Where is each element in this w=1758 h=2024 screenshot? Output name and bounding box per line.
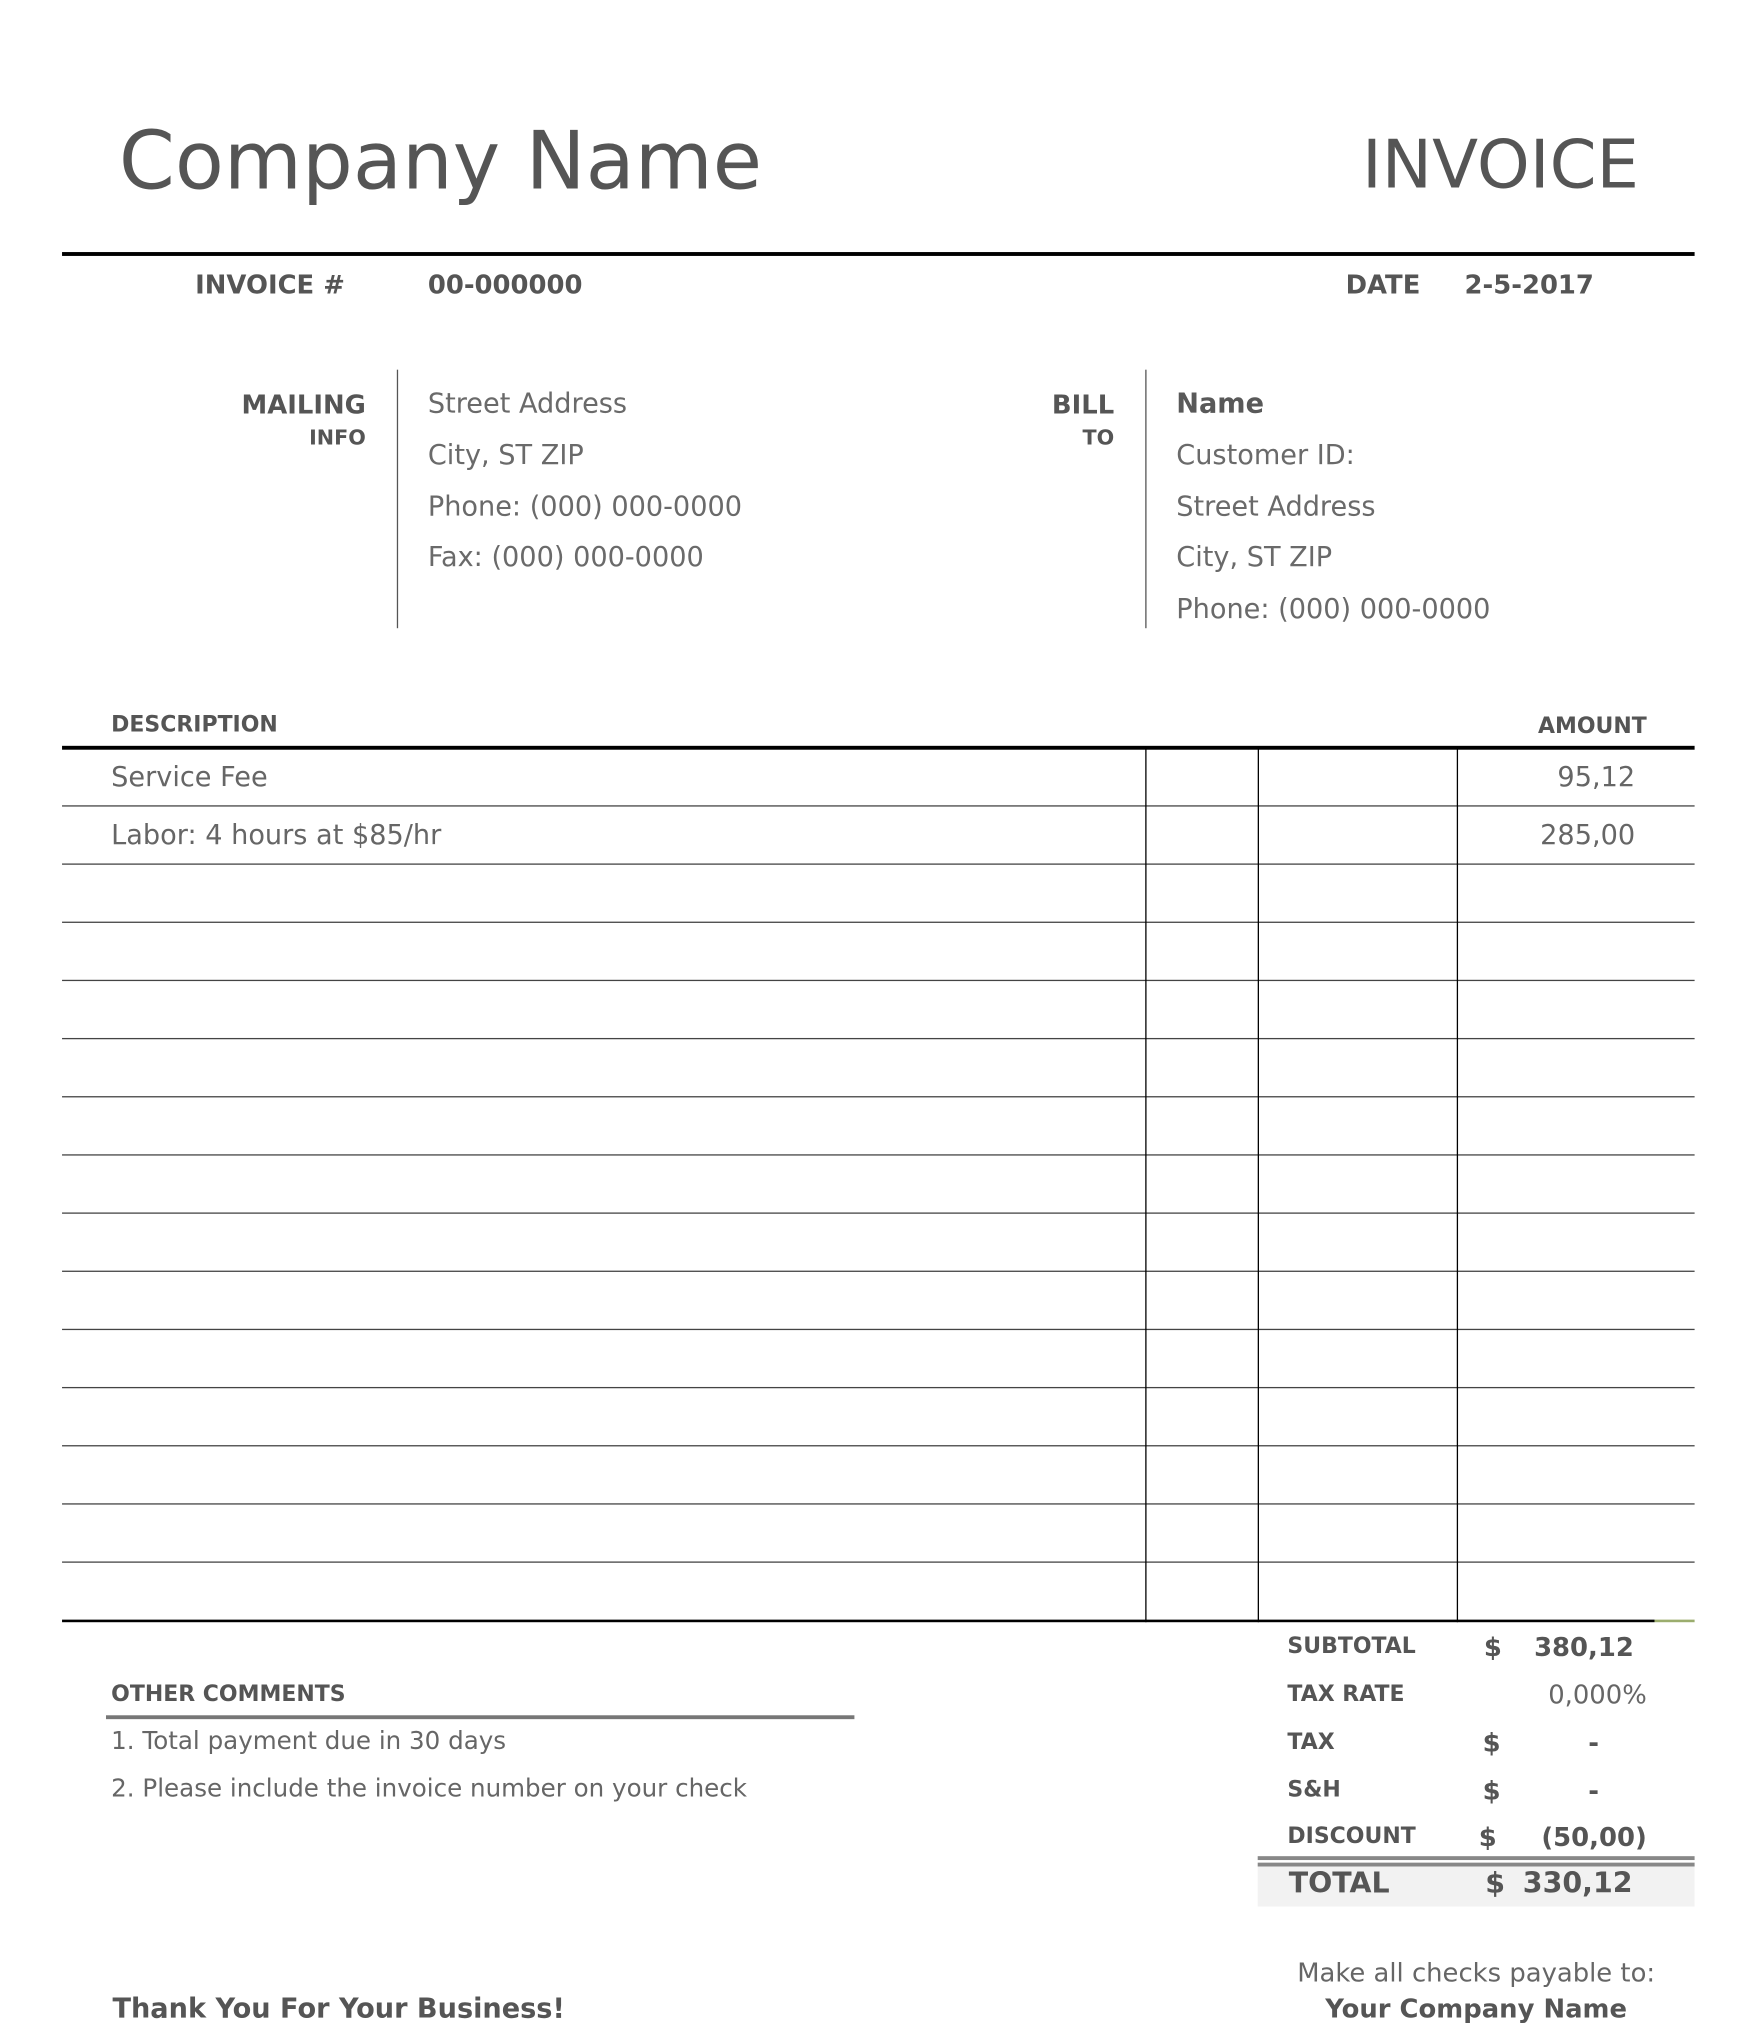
mailing-label-sub: INFO (309, 425, 366, 450)
comment-item: 2. Please include the invoice number on … (111, 1774, 748, 1804)
table-row (62, 1563, 1695, 1621)
bill-to-phone: Phone: (000) 000-0000 (1176, 593, 1491, 625)
table-row (62, 865, 1695, 923)
column-divider-2 (1257, 748, 1259, 1623)
table-row (62, 1505, 1695, 1563)
invoice-title: INVOICE (1361, 126, 1640, 205)
subtotal-currency: $ (1483, 1631, 1502, 1663)
mailing-label: MAILING (241, 389, 366, 421)
bill-to-customer-id: Customer ID: (1176, 439, 1355, 471)
payable-to-name: Your Company Name (1325, 1993, 1627, 2024)
shipping-currency: $ (1482, 1774, 1501, 1806)
bill-to-label-sub: TO (1082, 425, 1115, 450)
date-label: DATE (1345, 268, 1421, 300)
table-row (62, 1330, 1695, 1389)
mailing-phone: Phone: (000) 000-0000 (427, 491, 743, 523)
amount-header: AMOUNT (1537, 713, 1647, 740)
mailing-fax: Fax: (000) 000-0000 (427, 541, 704, 573)
bill-to-name: Name (1176, 387, 1265, 419)
subtotal-value: 380,12 (1534, 1631, 1634, 1663)
row-description: Labor: 4 hours at $85/hr (111, 819, 442, 851)
tax-rate-value: 0,000% (1548, 1679, 1647, 1711)
thank-you-note: Thank You For Your Business! (112, 1993, 565, 2024)
mailing-divider (396, 369, 399, 629)
table-row (62, 1446, 1695, 1505)
table-row: Labor: 4 hours at $85/hr 285,00 (62, 807, 1695, 865)
bill-to-divider (1145, 369, 1147, 629)
tax-rate-label: TAX RATE (1287, 1681, 1405, 1708)
table-top-rule (62, 745, 1695, 750)
table-row (62, 1388, 1695, 1447)
header-rule (62, 252, 1695, 256)
tax-currency: $ (1482, 1726, 1501, 1758)
invoice-date: 2-5-2017 (1464, 268, 1594, 300)
payable-to-label: Make all checks payable to: (1297, 1956, 1656, 1989)
row-description: Service Fee (111, 761, 268, 793)
total-double-rule-1 (1257, 1856, 1695, 1861)
table-row: Service Fee 95,12 (62, 748, 1695, 807)
invoice-number: 00-000000 (427, 268, 583, 300)
bill-to-street: Street Address (1176, 491, 1376, 523)
description-header: DESCRIPTION (111, 712, 278, 739)
total-label: TOTAL (1288, 1867, 1390, 1901)
discount-label: DISCOUNT (1287, 1823, 1416, 1850)
tax-label: TAX (1287, 1729, 1335, 1756)
discount-value: (50,00) (1541, 1821, 1647, 1853)
comments-rule (105, 1715, 855, 1720)
subtotal-label: SUBTOTAL (1287, 1633, 1416, 1660)
accent-rule (1654, 1619, 1695, 1623)
mailing-city: City, ST ZIP (427, 439, 584, 471)
total-row-background (1257, 1866, 1695, 1907)
row-amount: 285,00 (1540, 819, 1636, 851)
invoice-number-label: INVOICE # (195, 268, 345, 300)
shipping-value: - (1588, 1774, 1599, 1806)
table-row (62, 1097, 1695, 1156)
total-currency: $ (1485, 1867, 1505, 1901)
table-row (62, 1214, 1695, 1272)
table-row (62, 1039, 1695, 1098)
total-double-rule-2 (1257, 1862, 1695, 1867)
bill-to-label: BILL (1051, 389, 1115, 421)
comment-item: 1. Total payment due in 30 days (111, 1726, 507, 1756)
table-row (62, 1272, 1695, 1331)
column-divider-3 (1456, 748, 1459, 1623)
table-row (62, 923, 1695, 982)
row-amount: 95,12 (1557, 761, 1636, 793)
total-value: 330,12 (1522, 1867, 1633, 1901)
shipping-label: S&H (1287, 1777, 1341, 1804)
bill-to-city: City, ST ZIP (1176, 541, 1333, 573)
table-row (62, 1156, 1695, 1214)
table-row (62, 981, 1695, 1040)
table-bottom-rule (62, 1619, 1655, 1623)
comments-title: OTHER COMMENTS (111, 1681, 346, 1708)
mailing-street: Street Address (427, 387, 628, 419)
discount-currency: $ (1478, 1821, 1497, 1853)
tax-value: - (1588, 1726, 1599, 1758)
company-name: Company Name (118, 113, 763, 209)
column-divider-1 (1145, 748, 1147, 1623)
